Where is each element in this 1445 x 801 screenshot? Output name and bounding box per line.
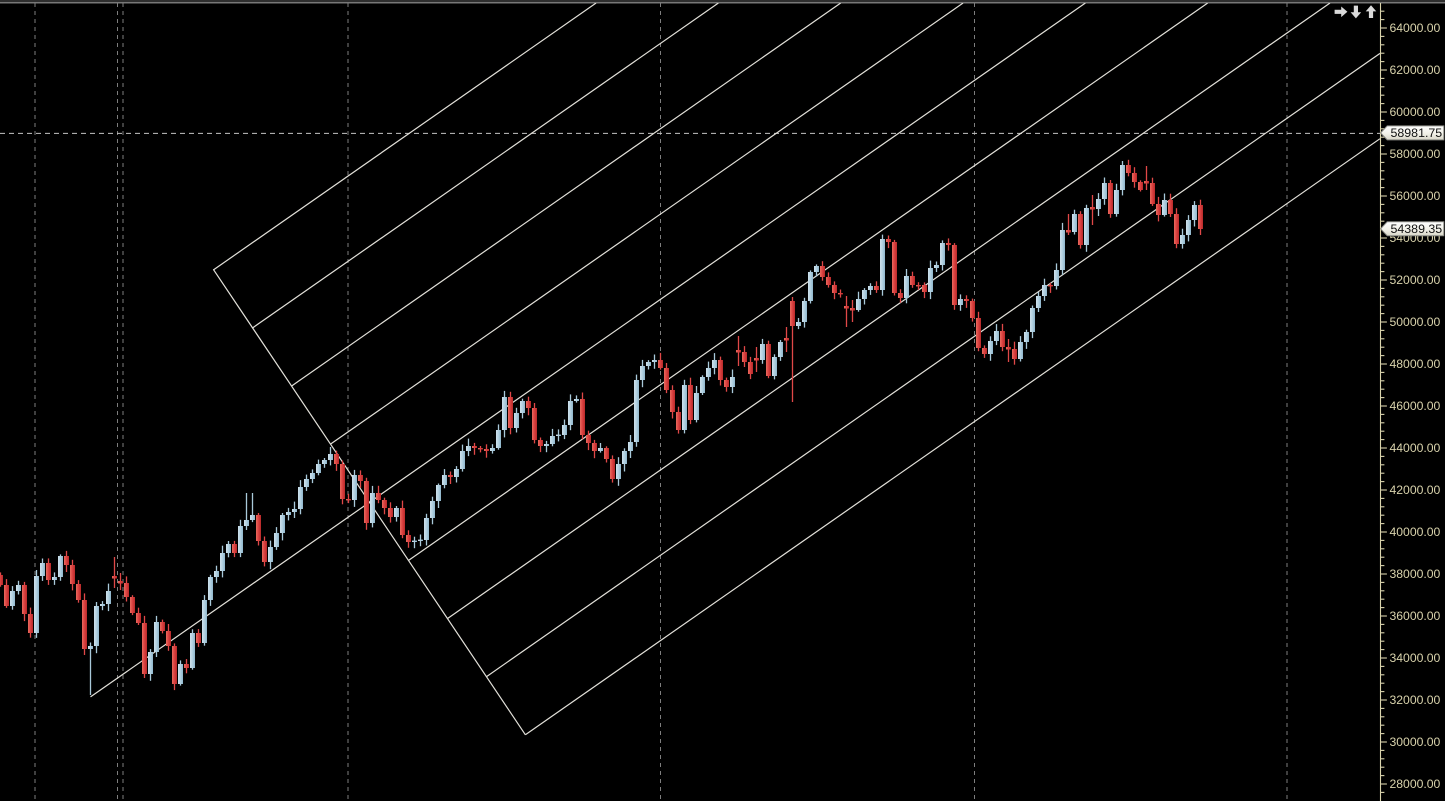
svg-text:40000.00: 40000.00: [1390, 525, 1441, 539]
svg-text:46000.00: 46000.00: [1390, 399, 1441, 413]
svg-text:38000.00: 38000.00: [1390, 567, 1441, 581]
svg-text:52000.00: 52000.00: [1390, 273, 1441, 287]
svg-text:50000.00: 50000.00: [1390, 315, 1441, 329]
svg-text:28000.00: 28000.00: [1390, 777, 1441, 791]
svg-text:58000.00: 58000.00: [1390, 147, 1441, 161]
svg-text:62000.00: 62000.00: [1390, 63, 1441, 77]
svg-text:32000.00: 32000.00: [1390, 693, 1441, 707]
svg-text:34000.00: 34000.00: [1390, 651, 1441, 665]
svg-text:64000.00: 64000.00: [1390, 21, 1441, 35]
svg-text:42000.00: 42000.00: [1390, 483, 1441, 497]
svg-text:56000.00: 56000.00: [1390, 189, 1441, 203]
svg-text:60000.00: 60000.00: [1390, 105, 1441, 119]
svg-text:36000.00: 36000.00: [1390, 609, 1441, 623]
svg-text:48000.00: 48000.00: [1390, 357, 1441, 371]
svg-text:58981.75: 58981.75: [1391, 126, 1443, 140]
svg-text:30000.00: 30000.00: [1390, 735, 1441, 749]
svg-text:44000.00: 44000.00: [1390, 441, 1441, 455]
svg-text:54389.35: 54389.35: [1391, 222, 1443, 236]
